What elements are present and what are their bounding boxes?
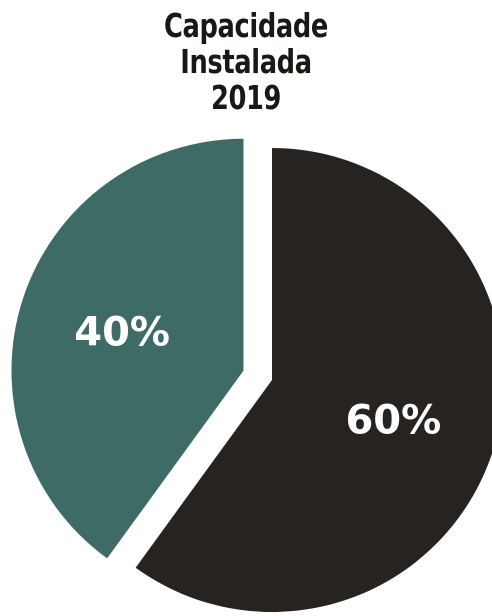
- title-line-1: Capacidade: [164, 6, 328, 45]
- chart-title: Capacidade Instalada 2019: [54, 8, 438, 116]
- pie-slice-2: [135, 148, 492, 612]
- slice-label-2: 60%: [345, 397, 441, 443]
- title-line-3: 2019: [210, 78, 282, 117]
- slice-label-1: 40%: [74, 309, 170, 355]
- title-line-2: Instalada: [180, 42, 312, 81]
- pie-slice-1: [11, 138, 244, 559]
